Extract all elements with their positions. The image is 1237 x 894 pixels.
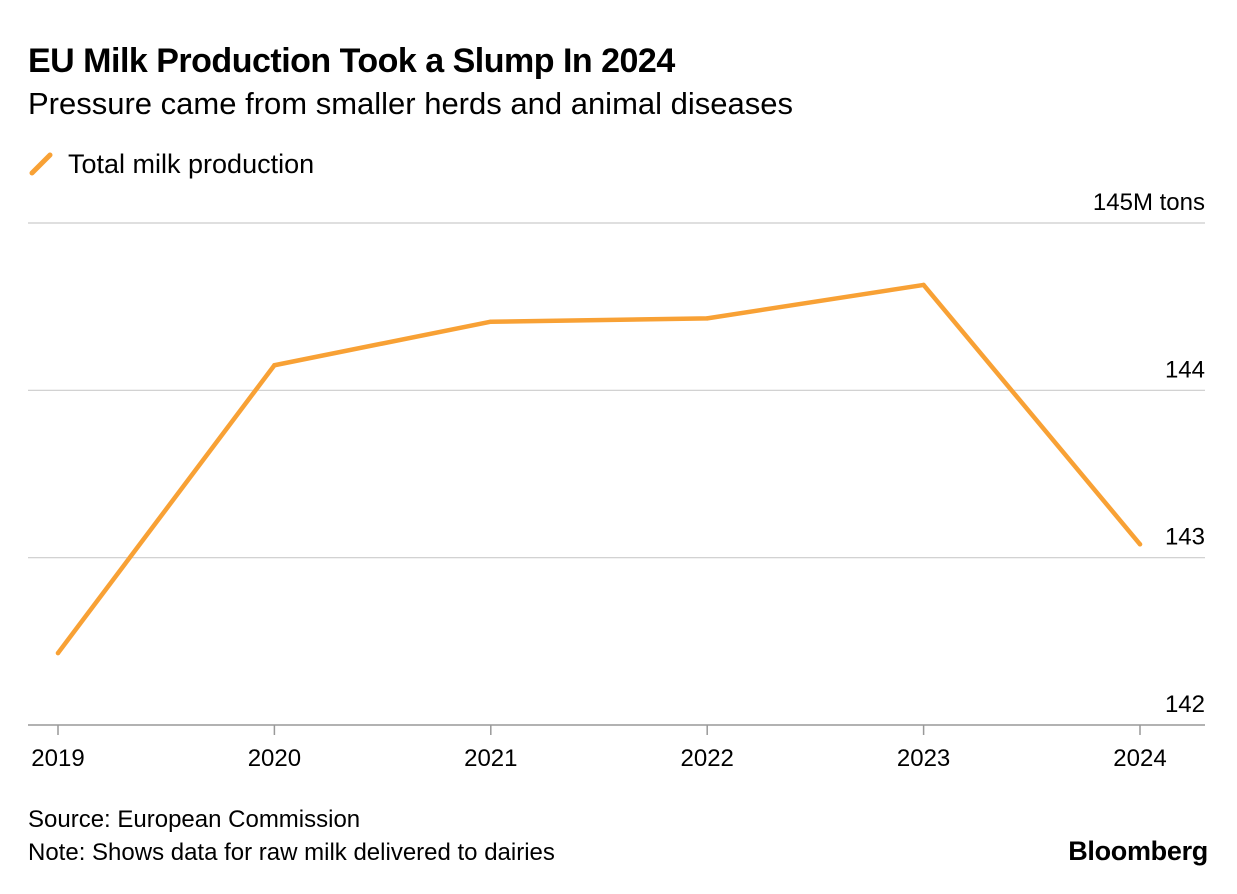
legend-swatch-icon	[29, 152, 53, 176]
x-tick-label-2020: 2020	[248, 745, 301, 772]
bloomberg-logo: Bloomberg	[1068, 836, 1208, 866]
x-tick-label-2021: 2021	[464, 745, 517, 772]
data-point-2019	[55, 650, 61, 656]
legend-label: Total milk production	[68, 148, 315, 179]
gridlines	[28, 222, 1205, 726]
y-tick-label-144: 144	[1165, 356, 1205, 383]
data-point-2023	[921, 282, 926, 288]
x-tick-label-2022: 2022	[681, 745, 734, 772]
y-tick-label-143: 143	[1165, 524, 1205, 551]
chart-subtitle: Pressure came from smaller herds and ani…	[28, 86, 793, 121]
series-layer	[55, 282, 1143, 656]
data-point-2021	[488, 319, 493, 324]
footnote: Note: Shows data for raw milk delivered …	[28, 839, 555, 866]
y-tick-label-145: 145M tons	[1093, 189, 1205, 216]
x-tick-label-2024: 2024	[1113, 745, 1166, 772]
data-point-2020	[272, 363, 277, 368]
series-line-total-milk-production	[55, 282, 1143, 656]
legend: Total milk production	[28, 146, 314, 182]
data-point-2022	[705, 316, 710, 321]
x-axis: 2019 2020 2021 2022 2023 2024	[31, 725, 1167, 772]
x-tick-label-2019: 2019	[31, 745, 84, 772]
data-point-2024	[1137, 542, 1143, 547]
chart-title: EU Milk Production Took a Slump In 2024	[28, 42, 675, 80]
y-axis-tick-labels: 145M tons 144 143 142	[1093, 189, 1205, 718]
x-tick-label-2023: 2023	[897, 745, 950, 772]
y-tick-label-142: 142	[1165, 691, 1205, 718]
source-note: Source: European Commission	[28, 806, 361, 833]
